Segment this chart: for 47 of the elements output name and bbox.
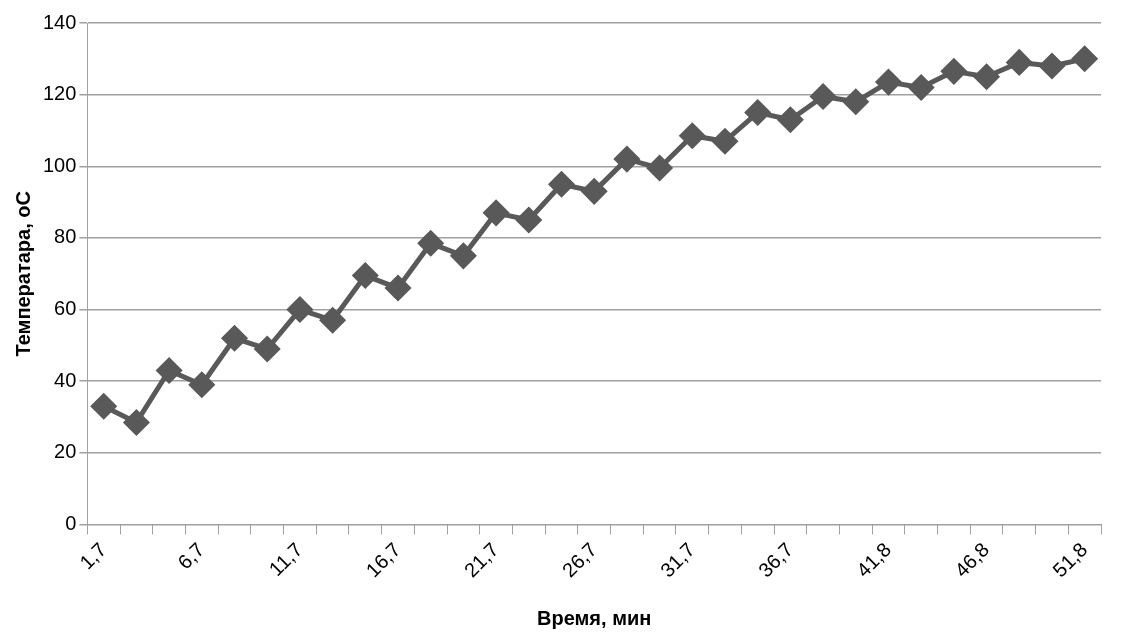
x-tick-label: 11,7	[264, 538, 307, 581]
point	[745, 100, 771, 126]
point	[581, 178, 607, 204]
point	[548, 171, 574, 197]
point	[843, 89, 869, 115]
x-tick-label: 1,7	[75, 538, 111, 574]
point	[647, 155, 673, 181]
y-tick-label: 100	[42, 153, 77, 176]
x-tick-label: 51,8	[1048, 538, 1092, 582]
point	[222, 325, 248, 351]
point	[1039, 53, 1065, 79]
point	[908, 74, 934, 100]
point	[123, 409, 149, 435]
point	[614, 146, 640, 172]
point	[712, 128, 738, 154]
point	[1072, 46, 1098, 72]
point	[287, 297, 313, 323]
x-tick-label: 6,7	[173, 538, 209, 574]
point	[974, 64, 1000, 90]
point	[810, 83, 836, 109]
y-axis-title: Температара, оС	[11, 191, 34, 357]
point	[875, 69, 901, 95]
point	[679, 123, 705, 149]
y-tick-label: 140	[42, 10, 77, 33]
point	[418, 230, 444, 256]
point	[777, 107, 803, 133]
point	[516, 207, 542, 233]
y-tick-label: 120	[42, 82, 77, 105]
point	[254, 336, 280, 362]
x-tick-label: 41,8	[852, 538, 896, 582]
point	[941, 58, 967, 84]
point	[156, 357, 182, 383]
y-tick-label: 60	[54, 297, 77, 320]
y-tick-label: 40	[54, 368, 77, 391]
point	[189, 372, 215, 398]
point	[352, 263, 378, 289]
point	[320, 307, 346, 333]
y-tick-label: 0	[65, 512, 77, 535]
y-tick-label: 20	[54, 440, 77, 463]
x-tick-label: 46,8	[950, 538, 994, 582]
y-tick-label: 80	[54, 225, 77, 248]
x-axis-title: Время, мин	[537, 606, 652, 629]
point	[91, 393, 117, 419]
point	[483, 200, 509, 226]
point	[1006, 49, 1032, 75]
point	[450, 243, 476, 269]
point	[385, 275, 411, 301]
